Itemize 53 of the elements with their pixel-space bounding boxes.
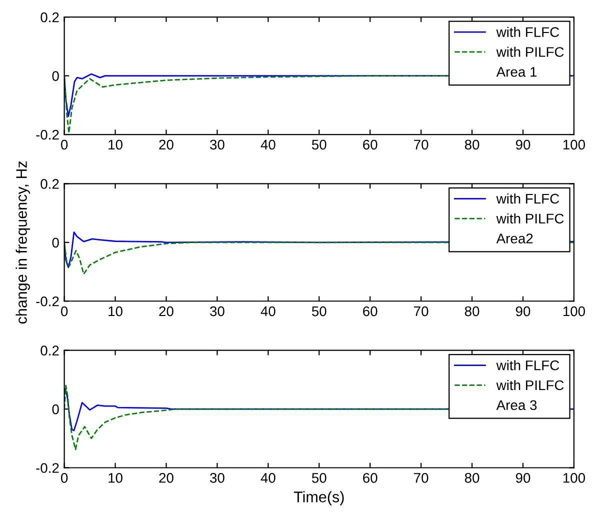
x-tick-label: 80 xyxy=(464,306,480,316)
y-tick-label: -0.2 xyxy=(36,130,59,140)
y-tick-label: 0.2 xyxy=(40,179,59,189)
x-tick-label: 100 xyxy=(563,140,585,150)
x-tick-label: 30 xyxy=(210,140,224,150)
legend-label: with PILFC xyxy=(496,380,564,390)
x-tick-label: 10 xyxy=(108,306,122,316)
x-tick-label: 70 xyxy=(414,306,428,316)
legend-label: with PILFC xyxy=(496,46,564,57)
y-tick-label: 0.2 xyxy=(40,12,59,22)
x-tick-label: 10 xyxy=(108,140,122,150)
x-tick-label: 40 xyxy=(260,472,276,483)
legend-title: Area 1 xyxy=(496,67,537,77)
y-tick-label: 0.2 xyxy=(40,346,59,356)
y-axis-title: change in frequency, Hz xyxy=(16,161,30,324)
x-tick-label: 0 xyxy=(60,472,68,483)
legend-label: with FLFC xyxy=(496,360,560,370)
legend-label: with FLFC xyxy=(496,26,560,38)
x-tick-label: 90 xyxy=(516,306,530,316)
legend-title: Area 3 xyxy=(496,400,537,410)
x-axis-title: Time(s) xyxy=(294,491,344,506)
x-tick-label: 90 xyxy=(516,140,530,150)
y-tick-label: 0 xyxy=(52,238,59,248)
x-tick-label: 60 xyxy=(363,306,378,316)
x-tick-label: 70 xyxy=(414,472,428,483)
x-tick-label: 0 xyxy=(60,306,68,316)
x-tick-label: 10 xyxy=(108,472,122,483)
x-tick-label: 70 xyxy=(414,140,428,150)
x-tick-label: 90 xyxy=(516,472,530,483)
y-tick-label: 0 xyxy=(52,71,59,81)
x-tick-label: 100 xyxy=(563,472,585,483)
x-tick-label: 40 xyxy=(260,140,276,150)
x-tick-label: 20 xyxy=(159,472,174,483)
x-tick-label: 20 xyxy=(159,306,174,316)
x-tick-label: 40 xyxy=(260,306,276,316)
x-tick-label: 30 xyxy=(210,306,224,316)
x-tick-label: 80 xyxy=(464,472,480,483)
x-tick-label: 30 xyxy=(210,472,224,483)
x-tick-label: 80 xyxy=(464,140,480,150)
x-tick-label: 0 xyxy=(60,140,68,150)
y-tick-label: 0 xyxy=(52,404,59,414)
legend-label: with PILFC xyxy=(496,213,564,224)
x-tick-label: 100 xyxy=(563,306,585,316)
x-tick-label: 20 xyxy=(159,140,174,150)
x-tick-label: 60 xyxy=(363,472,378,483)
legend-title: Area2 xyxy=(496,234,533,244)
x-tick-label: 50 xyxy=(312,306,326,316)
legend-label: with FLFC xyxy=(496,193,560,204)
x-tick-label: 50 xyxy=(312,472,326,483)
y-tick-label: -0.2 xyxy=(36,296,59,306)
x-tick-label: 60 xyxy=(363,140,378,150)
x-tick-label: 50 xyxy=(312,140,326,150)
y-tick-label: -0.2 xyxy=(36,463,59,473)
